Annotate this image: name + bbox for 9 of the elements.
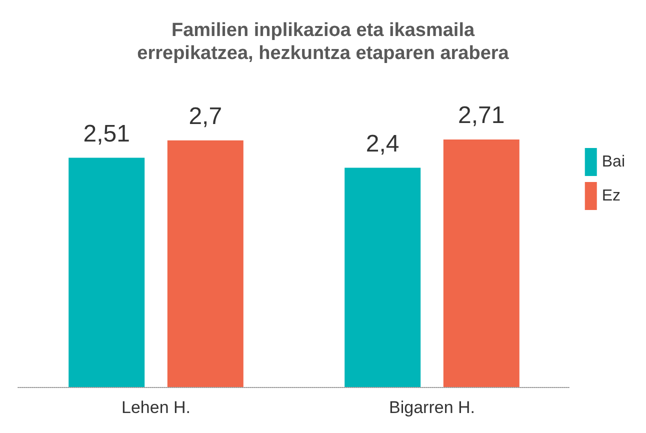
data-label: 2,71 [458,102,505,129]
legend-label: Bai [602,154,625,170]
data-label: 2,51 [83,120,130,148]
x-tick-label: Bigarren H. [389,398,475,417]
data-label: 2,4 [366,130,400,158]
chart-title: Familien inplikazioa eta ikasmaila errepikatzea, hezkuntza etaparen arabera [137,20,510,64]
legend-label: Ez [602,188,621,204]
x-tick-label: Lehen H. [122,398,190,417]
data-label: 2,7 [188,102,222,130]
